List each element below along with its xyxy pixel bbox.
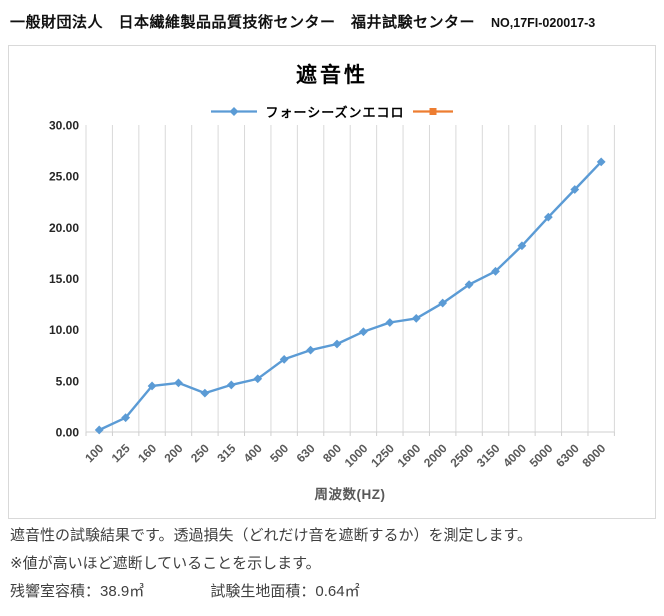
- report-number: NO,17FI-020017-3: [491, 16, 596, 30]
- report-header: 一般財団法人 日本繊維製品品質技術センター 福井試験センター NO,17FI-0…: [10, 11, 595, 32]
- x-axis-title: 周波数(HZ): [314, 487, 386, 502]
- svg-text:400: 400: [241, 441, 265, 465]
- svg-text:3150: 3150: [474, 441, 503, 470]
- svg-text:1250: 1250: [368, 441, 397, 470]
- note-line-1: 遮音性の試験結果です。透過損失（どれだけ音を遮断するか）を測定します。: [10, 527, 533, 544]
- svg-text:10.00: 10.00: [49, 323, 79, 337]
- svg-text:20.00: 20.00: [49, 221, 79, 235]
- svg-text:100: 100: [82, 441, 106, 465]
- chart-panel: 遮音性 フォーシーズンエコロ 0.00 5.00 10.00 15.00 20.00 25…: [8, 45, 656, 519]
- svg-text:0.00: 0.00: [56, 426, 80, 440]
- svg-text:4000: 4000: [500, 441, 529, 470]
- svg-text:125: 125: [109, 441, 133, 465]
- specimen-area-label: 試験生地面積：: [210, 582, 316, 600]
- legend-label-series1: フォーシーズンエコロ: [265, 105, 405, 120]
- svg-text:1600: 1600: [395, 441, 424, 470]
- svg-text:160: 160: [135, 441, 159, 465]
- room-volume-label: 残響室容積：: [10, 582, 101, 600]
- chart-legend: フォーシーズンエコロ: [9, 102, 655, 121]
- svg-text:1000: 1000: [342, 441, 371, 470]
- note-line-3: 残響室容積：38.9㎥ 試験生地面積：0.64㎡: [10, 583, 532, 602]
- svg-text:500: 500: [267, 441, 291, 465]
- svg-text:5.00: 5.00: [56, 374, 80, 388]
- notes-block: 遮音性の試験結果です。透過損失（どれだけ音を遮断するか）を測定します。 ※値が高…: [10, 527, 532, 610]
- svg-text:800: 800: [320, 441, 344, 465]
- legend-line-square-icon: [412, 108, 453, 115]
- svg-text:25.00: 25.00: [49, 170, 79, 184]
- room-volume-value: 38.9㎥: [100, 582, 145, 600]
- chart-title: 遮音性: [296, 64, 368, 87]
- svg-text:250: 250: [188, 441, 212, 465]
- svg-text:15.00: 15.00: [49, 272, 79, 286]
- organization-title: 一般財団法人 日本繊維製品品質技術センター 福井試験センター: [10, 14, 476, 31]
- note-line-2: ※値が高いほど遮断していることを示します。: [10, 554, 321, 572]
- svg-text:5000: 5000: [527, 441, 556, 470]
- svg-text:315: 315: [214, 441, 238, 465]
- svg-text:8000: 8000: [580, 441, 609, 470]
- svg-text:630: 630: [294, 441, 318, 465]
- svg-text:2000: 2000: [421, 441, 450, 470]
- svg-text:30.00: 30.00: [49, 119, 79, 133]
- svg-text:6300: 6300: [553, 441, 582, 470]
- svg-text:200: 200: [162, 441, 186, 465]
- specimen-area-value: 0.64㎡: [315, 582, 360, 600]
- legend-line-diamond-icon: [211, 107, 258, 116]
- svg-text:2500: 2500: [447, 441, 476, 470]
